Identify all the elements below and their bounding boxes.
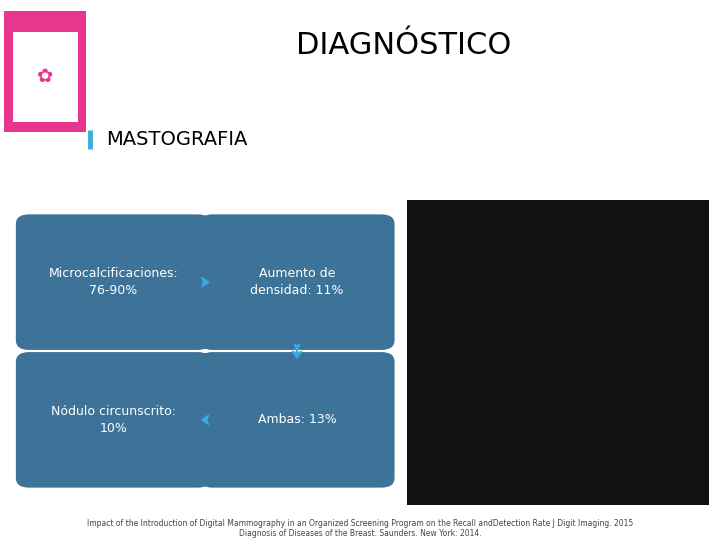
- FancyBboxPatch shape: [199, 352, 395, 488]
- FancyBboxPatch shape: [4, 11, 86, 132]
- FancyBboxPatch shape: [407, 200, 709, 340]
- Text: Nódulo circunscrito:
10%: Nódulo circunscrito: 10%: [51, 405, 176, 435]
- Text: MASTOGRAFIA: MASTOGRAFIA: [107, 130, 248, 149]
- Text: Diagnosis of Diseases of the Breast. Saunders. New York: 2014.: Diagnosis of Diseases of the Breast. Sau…: [239, 529, 481, 538]
- Text: DIAGNÓSTICO: DIAGNÓSTICO: [295, 31, 511, 60]
- Text: Microcalcificaciones:
76-90%: Microcalcificaciones: 76-90%: [48, 267, 179, 297]
- FancyBboxPatch shape: [407, 338, 709, 505]
- FancyBboxPatch shape: [16, 214, 211, 350]
- FancyBboxPatch shape: [13, 32, 78, 122]
- FancyBboxPatch shape: [16, 352, 211, 488]
- FancyBboxPatch shape: [199, 214, 395, 350]
- Text: ✿: ✿: [37, 67, 53, 86]
- Text: Ambas: 13%: Ambas: 13%: [258, 413, 336, 427]
- Text: Impact of the Introduction of Digital Mammography in an Organized Screening Prog: Impact of the Introduction of Digital Ma…: [87, 519, 633, 528]
- Text: Aumento de
densidad: 11%: Aumento de densidad: 11%: [251, 267, 343, 297]
